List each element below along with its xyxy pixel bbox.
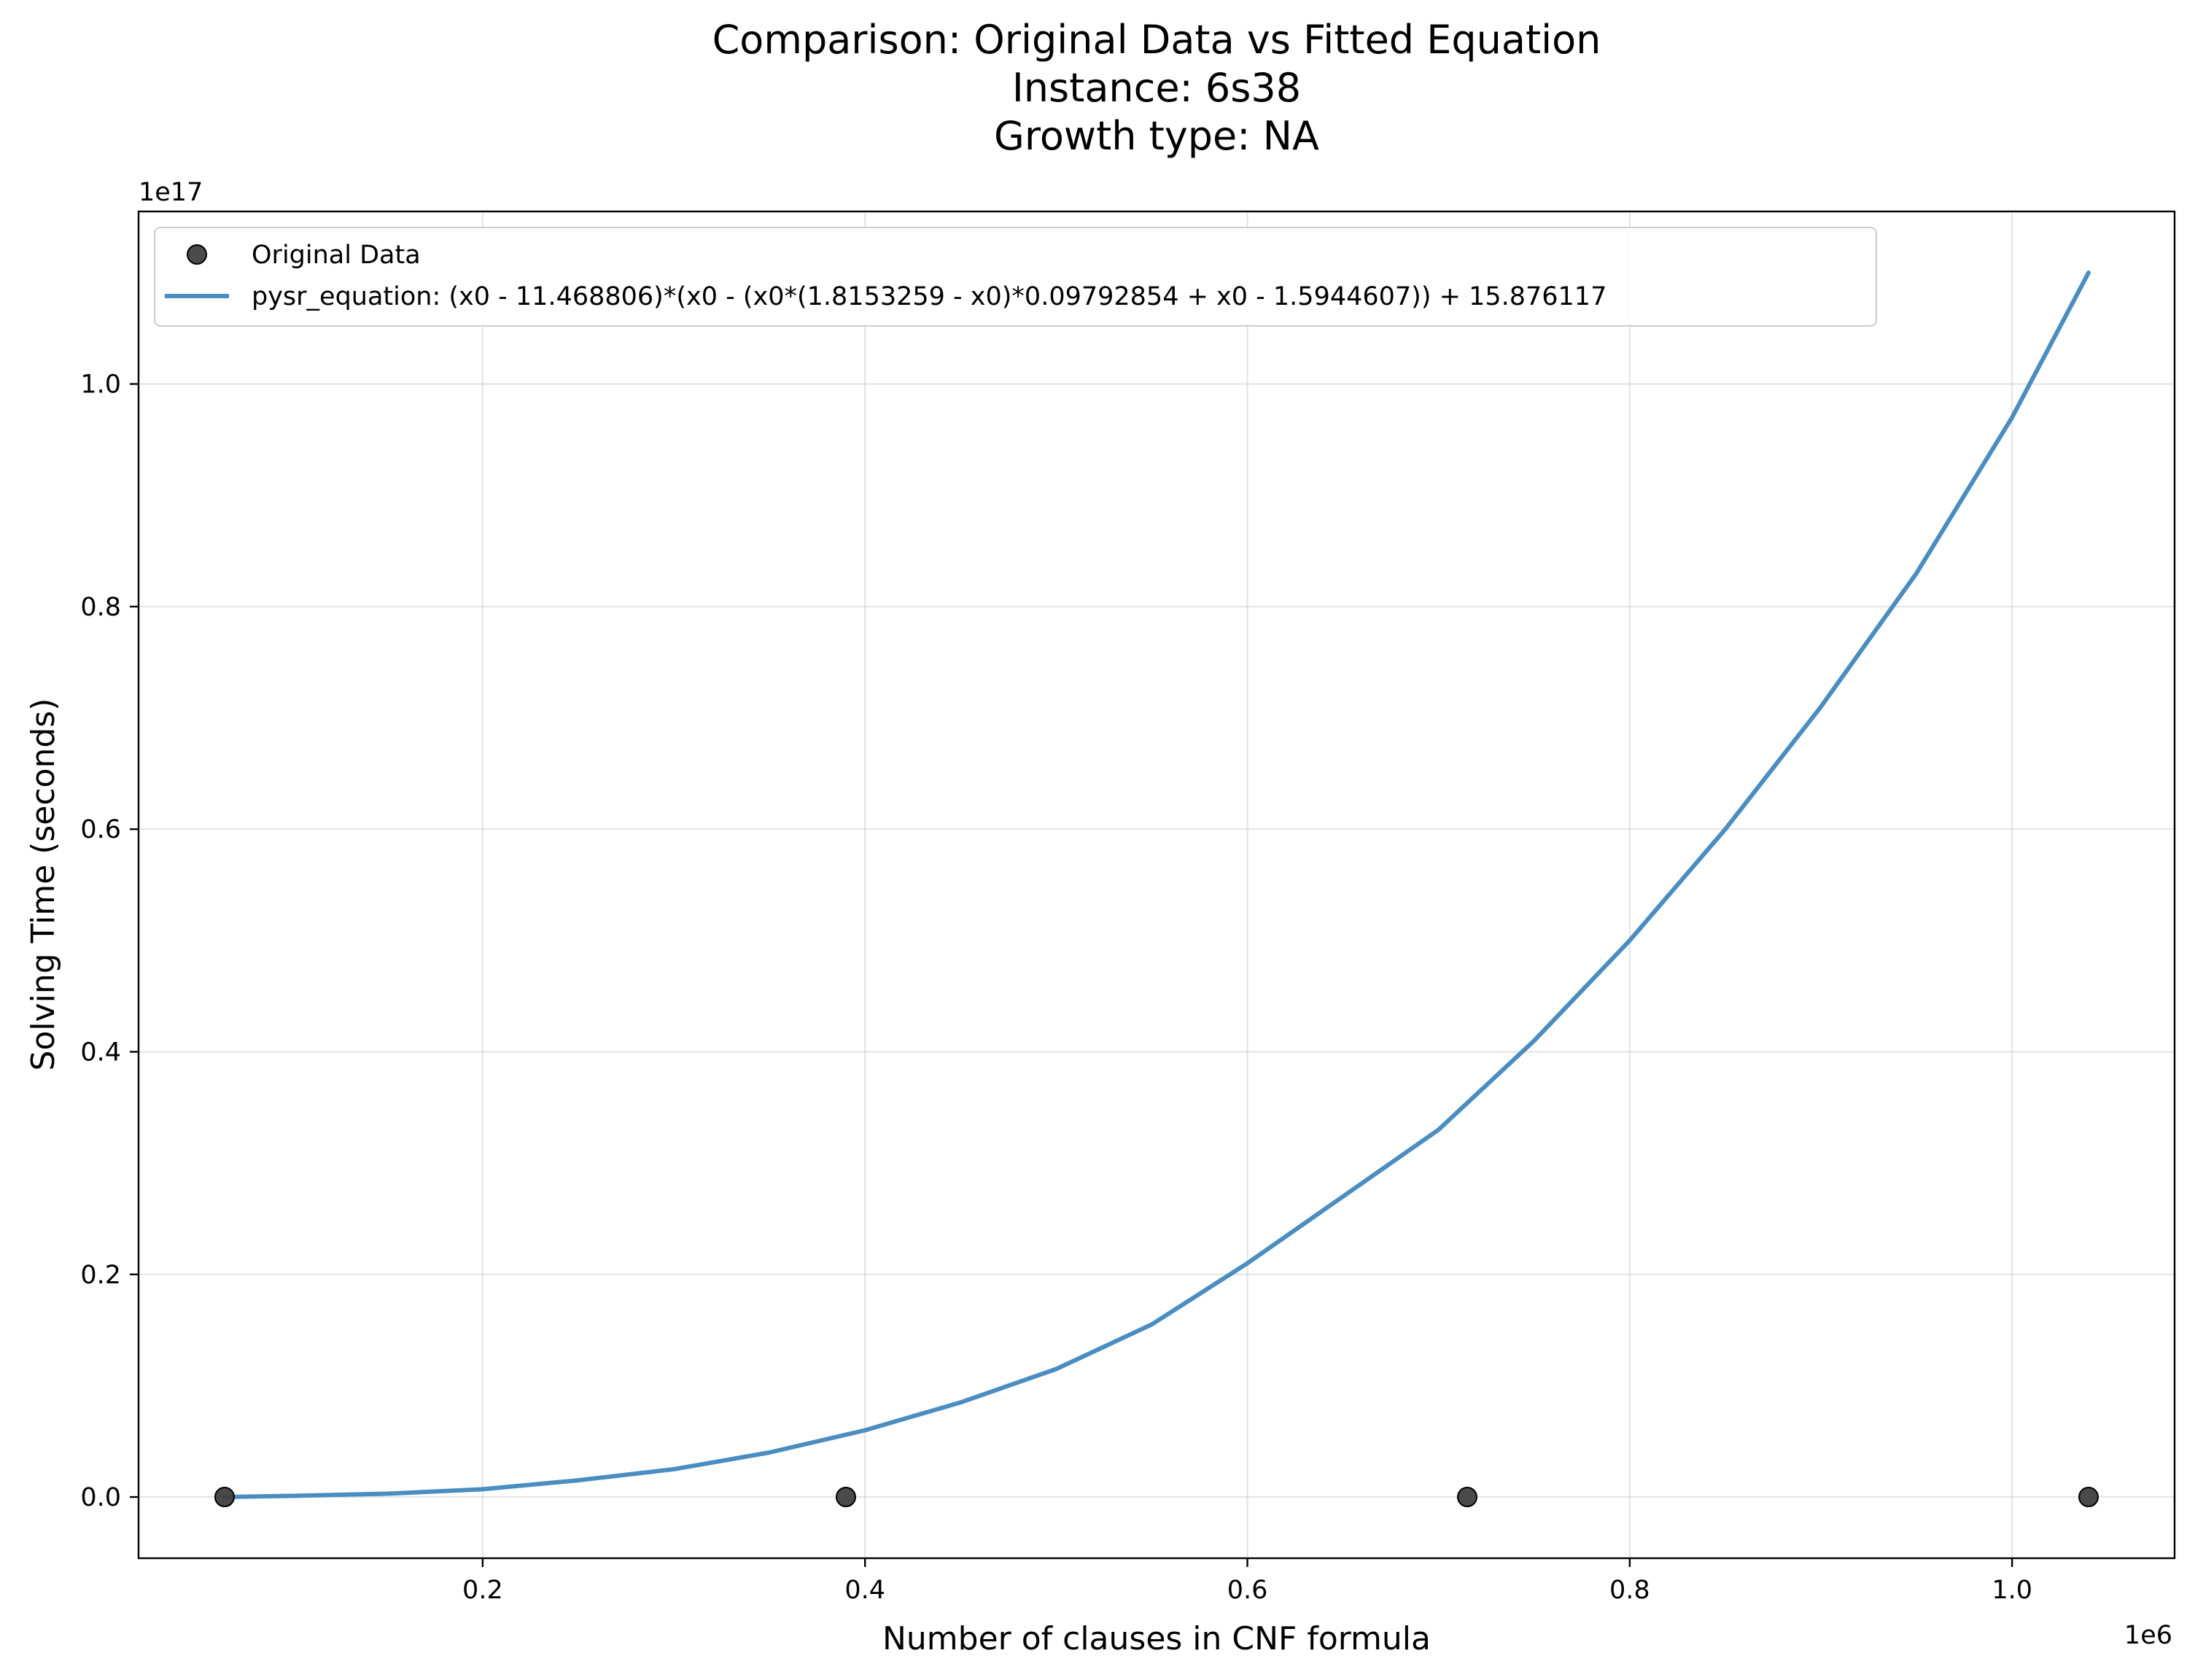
y-tick-label-3: 0.6 bbox=[80, 815, 121, 844]
y-tick-label-4: 0.8 bbox=[80, 593, 121, 622]
data-point-1 bbox=[835, 1487, 856, 1508]
y-tick-label-0: 0.0 bbox=[80, 1483, 121, 1512]
x-scale-label: 1e6 bbox=[2124, 1621, 2172, 1650]
data-point-3 bbox=[2078, 1487, 2099, 1508]
x-tick-label-3: 0.8 bbox=[1609, 1576, 1650, 1605]
legend-label-pysr-equation: pysr_equation: (x0 - 11.468806)*(x0 - (x… bbox=[252, 282, 1607, 311]
legend: Original Data pysr_equation: (x0 - 11.46… bbox=[154, 227, 1877, 327]
chart-title-line-1: Comparison: Original Data vs Fitted Equa… bbox=[712, 17, 1601, 63]
x-tick-label-2: 0.6 bbox=[1227, 1576, 1268, 1605]
x-tick-label-1: 0.4 bbox=[844, 1576, 885, 1605]
data-point-0 bbox=[214, 1487, 235, 1508]
axis-ticks: 0.2 0.4 0.6 0.8 1.0 0.0 0.2 0.4 0.6 0.8 1.0 bbox=[80, 370, 2032, 1605]
x-tick-label-4: 1.0 bbox=[1992, 1576, 2032, 1605]
plot-series bbox=[214, 271, 2099, 1508]
plot-frame bbox=[137, 210, 2176, 1560]
chart-title: Comparison: Original Data vs Fitted Equa… bbox=[712, 17, 1601, 159]
legend-box bbox=[154, 227, 1877, 327]
legend-label-original-data: Original Data bbox=[252, 241, 421, 270]
series-line-pysr-equation bbox=[222, 271, 2091, 1499]
y-axis-label: Solving Time (seconds) bbox=[25, 699, 62, 1071]
y-tick-label-2: 0.4 bbox=[80, 1038, 121, 1067]
y-tick-label-1: 0.2 bbox=[80, 1261, 121, 1290]
data-point-2 bbox=[1457, 1487, 1478, 1508]
x-tick-label-0: 0.2 bbox=[462, 1576, 503, 1605]
grid bbox=[139, 211, 2175, 1558]
chart-title-line-2: Instance: 6s38 bbox=[1012, 65, 1301, 111]
x-axis-label: Number of clauses in CNF formula bbox=[882, 1620, 1431, 1657]
chart-title-line-3: Growth type: NA bbox=[994, 113, 1319, 159]
legend-marker-original-data bbox=[187, 244, 207, 265]
y-scale-label: 1e17 bbox=[139, 178, 203, 207]
y-tick-label-5: 1.0 bbox=[80, 370, 121, 400]
